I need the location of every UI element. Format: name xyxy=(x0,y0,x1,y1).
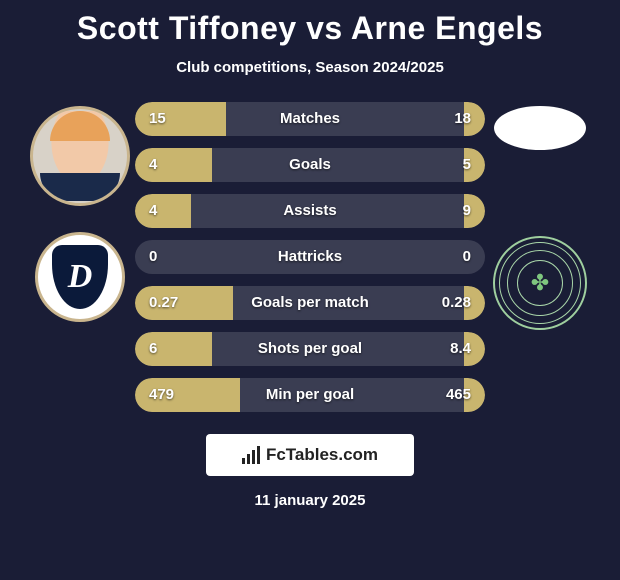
player-face-icon xyxy=(40,111,120,201)
right-player-column: ✤ xyxy=(485,102,595,330)
stat-value-right: 9 xyxy=(463,194,471,228)
branding-badge: FcTables.com xyxy=(206,434,414,476)
comparison-container: D 15 Matches 18 4 Goals 5 4 Assists 9 xyxy=(0,102,620,412)
stat-label: Assists xyxy=(135,194,485,228)
left-player-column: D xyxy=(25,102,135,322)
celtic-clover-icon: ✤ xyxy=(517,260,563,306)
stat-value-right: 0.28 xyxy=(442,286,471,320)
stat-value-right: 0 xyxy=(463,240,471,274)
stat-label: Goals xyxy=(135,148,485,182)
left-player-photo xyxy=(30,106,130,206)
stat-row: 479 Min per goal 465 xyxy=(135,378,485,412)
bar-chart-icon xyxy=(242,446,260,464)
stat-label: Min per goal xyxy=(135,378,485,412)
stat-value-right: 8.4 xyxy=(450,332,471,366)
branding-text: FcTables.com xyxy=(266,445,378,465)
date-label: 11 january 2025 xyxy=(0,492,620,509)
stat-row: 4 Assists 9 xyxy=(135,194,485,228)
stats-bars: 15 Matches 18 4 Goals 5 4 Assists 9 0 Ha… xyxy=(135,102,485,412)
right-player-photo xyxy=(494,106,586,150)
dundee-shield-icon: D xyxy=(52,245,108,309)
stat-value-right: 5 xyxy=(463,148,471,182)
stat-row: 4 Goals 5 xyxy=(135,148,485,182)
stat-label: Goals per match xyxy=(135,286,485,320)
stat-label: Shots per goal xyxy=(135,332,485,366)
stat-label: Hattricks xyxy=(135,240,485,274)
page-title: Scott Tiffoney vs Arne Engels xyxy=(0,10,620,47)
dundee-d-letter: D xyxy=(68,258,93,296)
left-club-badge: D xyxy=(35,232,125,322)
stat-row: 0.27 Goals per match 0.28 xyxy=(135,286,485,320)
stat-row: 6 Shots per goal 8.4 xyxy=(135,332,485,366)
season-subtitle: Club competitions, Season 2024/2025 xyxy=(0,59,620,76)
stat-row: 15 Matches 18 xyxy=(135,102,485,136)
stat-value-right: 18 xyxy=(454,102,471,136)
stat-label: Matches xyxy=(135,102,485,136)
stat-value-right: 465 xyxy=(446,378,471,412)
stat-row: 0 Hattricks 0 xyxy=(135,240,485,274)
right-club-badge: ✤ xyxy=(493,236,587,330)
